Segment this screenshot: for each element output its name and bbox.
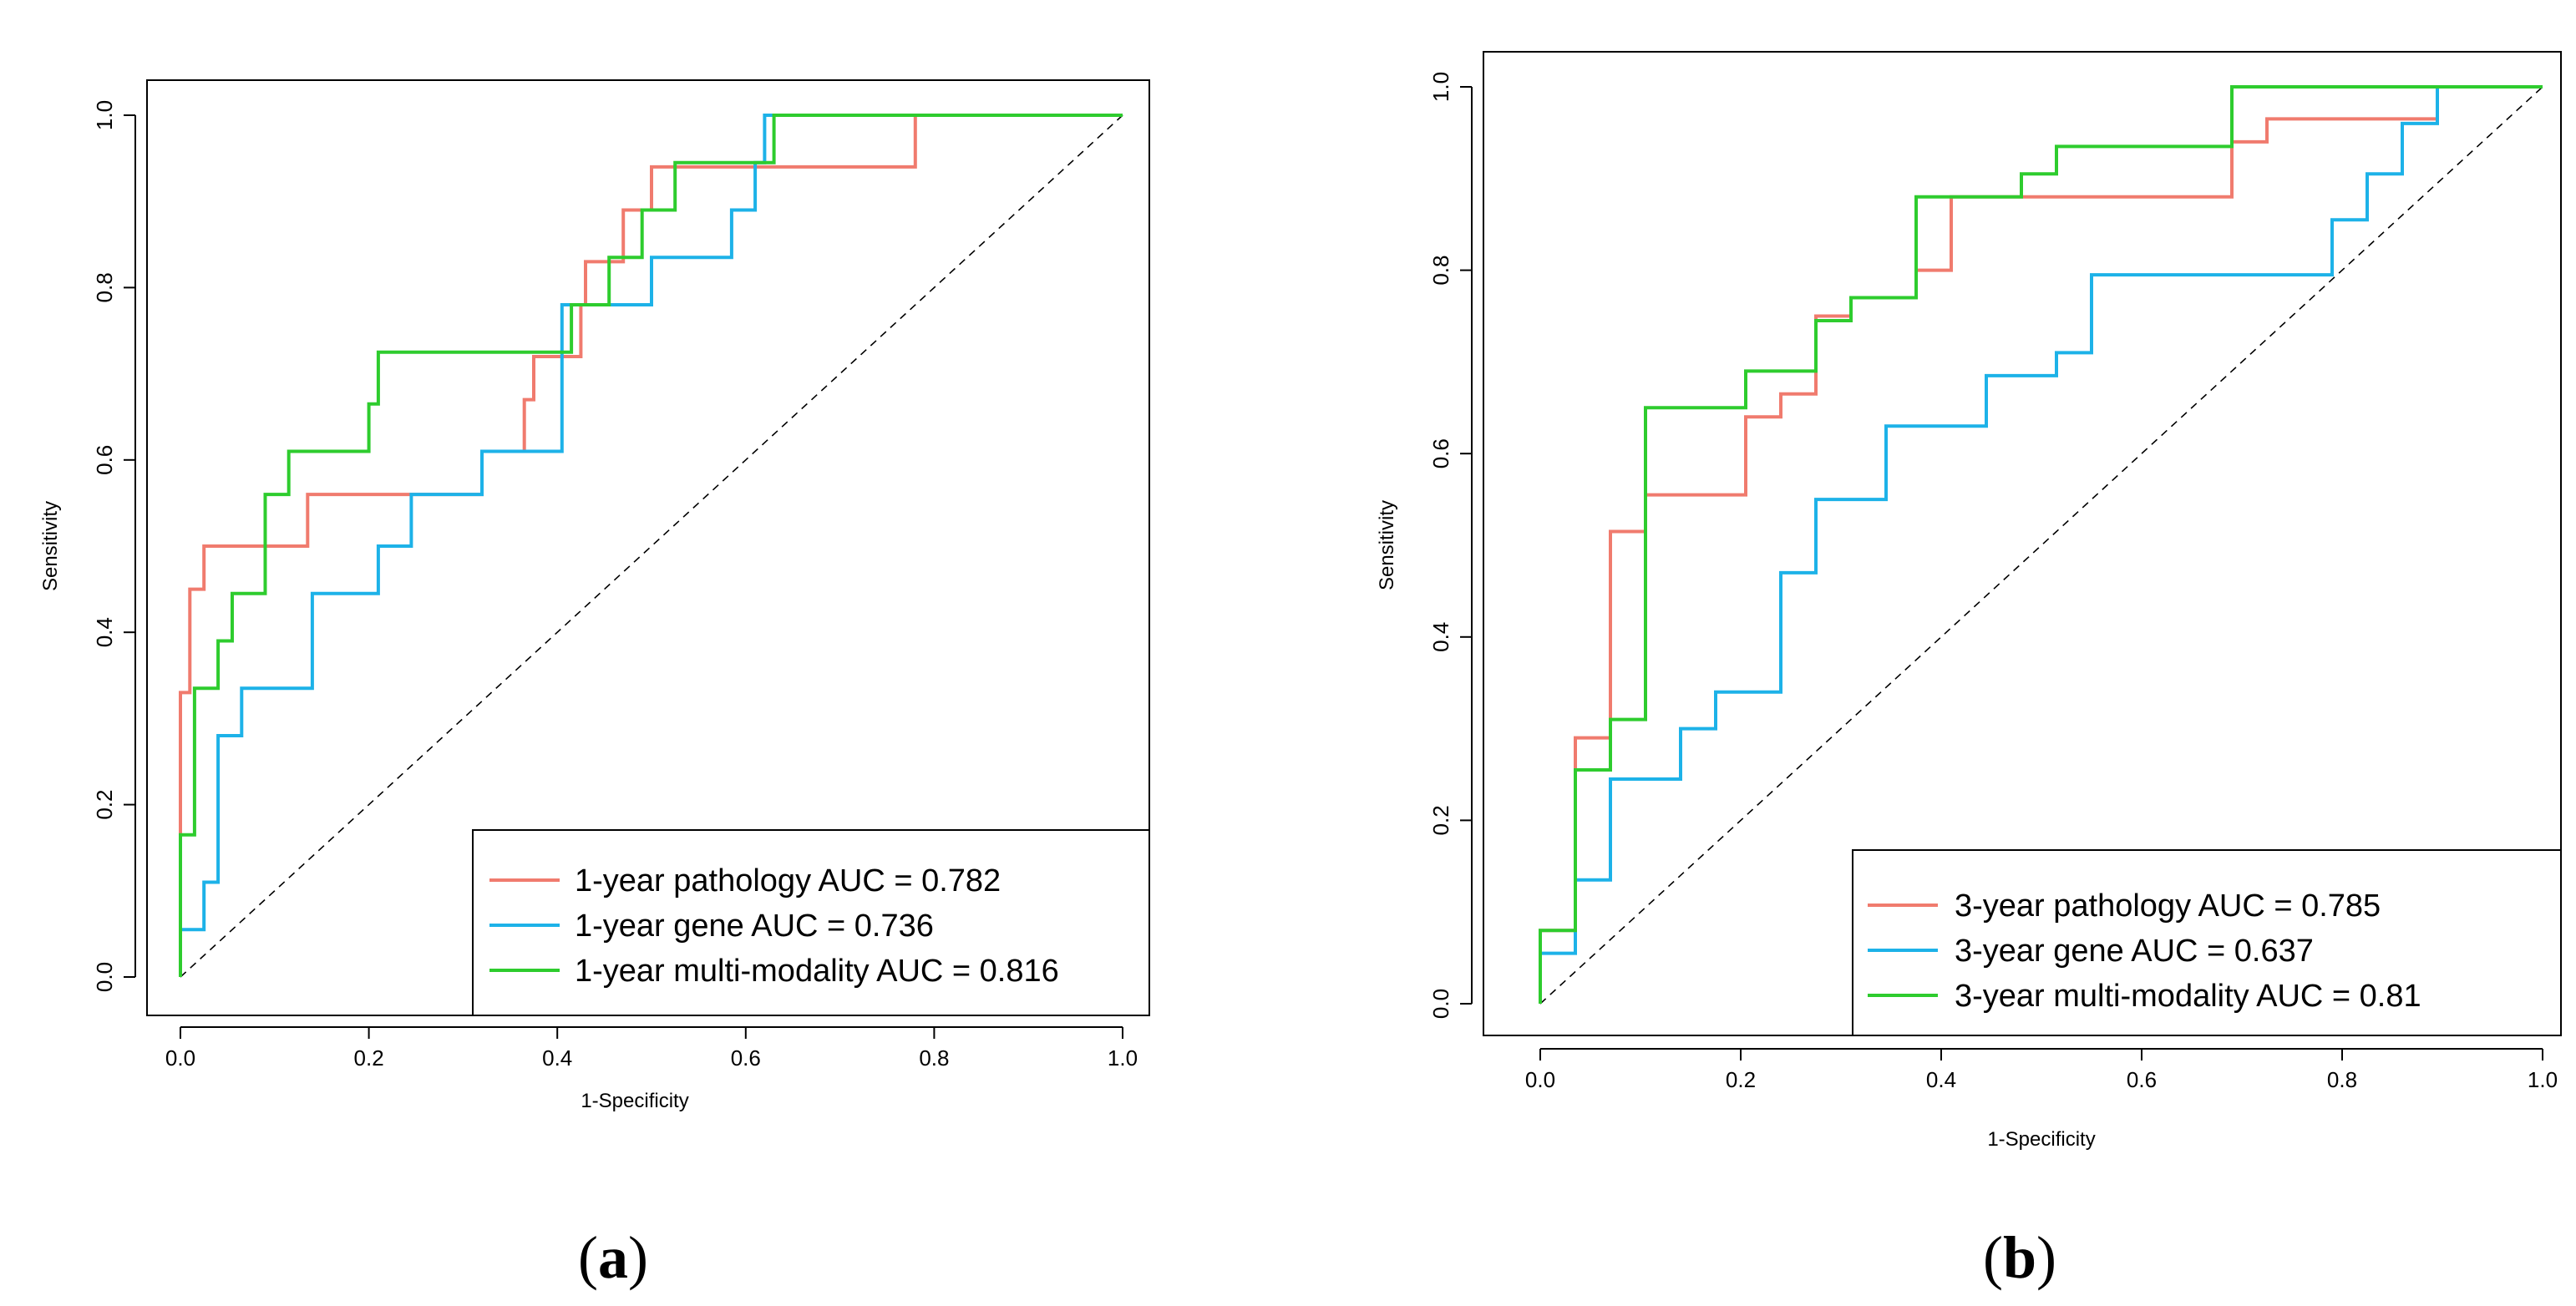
x-tick-label: 0.4 xyxy=(1926,1067,1956,1092)
y-axis-label: Sensitivity xyxy=(1376,500,1398,590)
x-ticks: 0.0 0.2 0.4 0.6 0.8 1.0 xyxy=(1525,1049,2558,1092)
x-tick-label: 0.6 xyxy=(2127,1067,2157,1092)
y-tick-label: 0.0 xyxy=(1428,989,1453,1019)
roc-curves xyxy=(179,114,1123,977)
x-tick-label: 1.0 xyxy=(2528,1067,2558,1092)
y-ticks: 0.0 0.2 0.4 0.6 0.8 1.0 xyxy=(92,100,135,992)
legend-label: 3-year pathology AUC = 0.785 xyxy=(1955,888,2381,924)
roc-curve xyxy=(1539,85,2543,1004)
legend-label: 3-year multi-modality AUC = 0.81 xyxy=(1955,979,2421,1014)
y-tick-label: 0.8 xyxy=(1428,256,1453,286)
legend: 3-year pathology AUC = 0.785 3-year gene … xyxy=(1852,849,2562,1036)
roc-panel-b: 0.0 0.2 0.4 0.6 0.8 1.0 0.0 0.2 0.4 0.6 0.8 1.0 1-… xyxy=(1376,51,2562,1291)
x-tick-label: 0.8 xyxy=(2327,1067,2357,1092)
roc-curve xyxy=(179,114,1123,977)
y-ticks: 0.0 0.2 0.4 0.6 0.8 1.0 xyxy=(1428,72,1472,1019)
legend-items: 3-year pathology AUC = 0.785 3-year gene … xyxy=(1868,888,2421,1014)
y-tick-label: 0.4 xyxy=(1428,622,1453,652)
x-tick-label: 0.0 xyxy=(1525,1067,1555,1092)
y-tick-label: 0.6 xyxy=(1428,438,1453,468)
x-axis-label: 1-Specificity xyxy=(1987,1128,2095,1151)
panel-label: (a) xyxy=(578,1224,648,1291)
x-ticks: 0.0 0.2 0.4 0.6 0.8 1.0 xyxy=(165,1027,1138,1071)
legend-label: 3-year gene AUC = 0.637 xyxy=(1955,934,2314,969)
x-tick-label: 0.6 xyxy=(731,1045,761,1071)
x-tick-label: 0.0 xyxy=(165,1045,195,1071)
legend-label: 1-year multi-modality AUC = 0.816 xyxy=(575,954,1059,989)
panel-letter: b xyxy=(2003,1224,2036,1291)
roc-curve xyxy=(1539,85,2543,1004)
roc-curve xyxy=(179,114,1123,977)
y-tick-label: 1.0 xyxy=(92,100,117,130)
y-tick-label: 0.0 xyxy=(92,962,117,992)
y-tick-label: 0.4 xyxy=(92,617,117,647)
x-tick-label: 0.2 xyxy=(1726,1067,1756,1092)
y-tick-label: 0.8 xyxy=(92,272,117,302)
y-tick-label: 0.2 xyxy=(1428,805,1453,835)
panel-letter: a xyxy=(598,1224,628,1291)
roc-curve xyxy=(1539,85,2543,1004)
y-tick-label: 1.0 xyxy=(1428,72,1453,102)
x-axis-label: 1-Specificity xyxy=(581,1090,688,1112)
y-tick-label: 0.2 xyxy=(92,790,117,820)
y-axis-label: Sensitivity xyxy=(39,501,62,591)
panel-label: (b) xyxy=(1983,1224,2056,1291)
y-tick-label: 0.6 xyxy=(92,445,117,475)
x-tick-label: 1.0 xyxy=(1108,1045,1138,1071)
legend-label: 1-year pathology AUC = 0.782 xyxy=(575,863,1001,899)
legend-label: 1-year gene AUC = 0.736 xyxy=(575,909,934,944)
x-tick-label: 0.8 xyxy=(919,1045,949,1071)
roc-curves xyxy=(1539,85,2543,1004)
x-tick-label: 0.4 xyxy=(542,1045,572,1071)
roc-panel-a: 0.0 0.2 0.4 0.6 0.8 1.0 0.0 0.2 0.4 0.6 0.8 1.0 1-… xyxy=(39,79,1150,1291)
legend-items: 1-year pathology AUC = 0.782 1-year gene … xyxy=(489,863,1059,989)
legend-box xyxy=(472,829,1150,1016)
x-tick-label: 0.2 xyxy=(354,1045,384,1071)
legend-box xyxy=(1852,849,2562,1036)
legend: 1-year pathology AUC = 0.782 1-year gene … xyxy=(472,829,1150,1016)
